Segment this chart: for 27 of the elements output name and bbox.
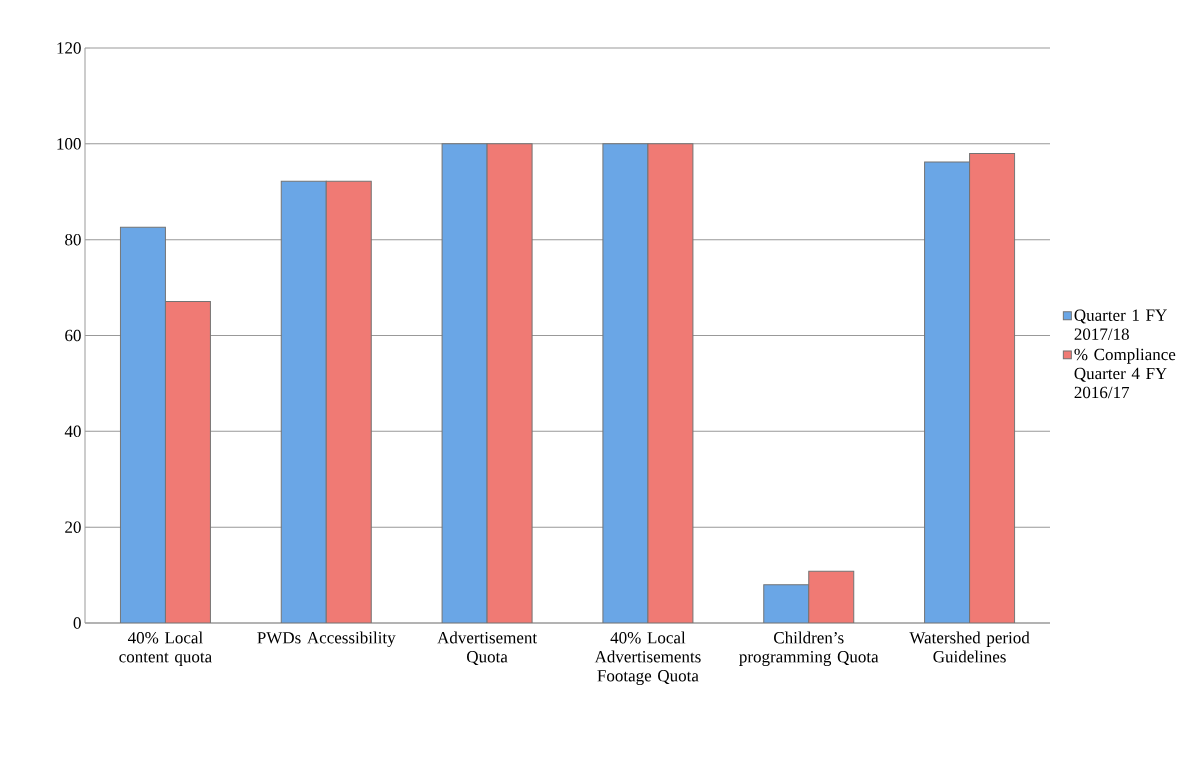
bar [441,143,488,623]
x-tick-label: Children’s programming Quota [739,631,879,666]
legend-label: Quarter 1 FY 2017/18 [1074,309,1167,340]
bar [647,143,694,623]
bar [602,143,649,623]
y-tick-label: 100 [57,138,81,150]
legend-label: % Compliance Quarter 4 FY 2016/17 [1074,348,1176,399]
bar [924,161,971,623]
x-tick-label: Advertisement Quota [437,631,538,666]
bar [325,180,372,623]
x-tick-label: Watershed period Guidelines [909,631,1030,663]
bar [486,143,533,623]
x-tick-label: 40% Local content quota [119,631,212,666]
y-tick-label: 40 [64,425,81,438]
bar [969,152,1016,623]
y-tick-label: 20 [65,521,81,533]
bar [119,226,166,623]
bar [164,300,211,623]
bar [763,584,810,623]
bar [280,180,327,623]
y-tick-label: 60 [65,329,81,342]
y-tick-label: 120 [57,42,81,54]
x-tick-label: 40% Local Advertisements Footage Quota [594,631,701,685]
y-tick-label: 80 [65,233,81,246]
y-tick-label: 0 [73,617,81,629]
x-tick-label: PWDs Accessibility [257,631,396,647]
bar [808,570,855,623]
